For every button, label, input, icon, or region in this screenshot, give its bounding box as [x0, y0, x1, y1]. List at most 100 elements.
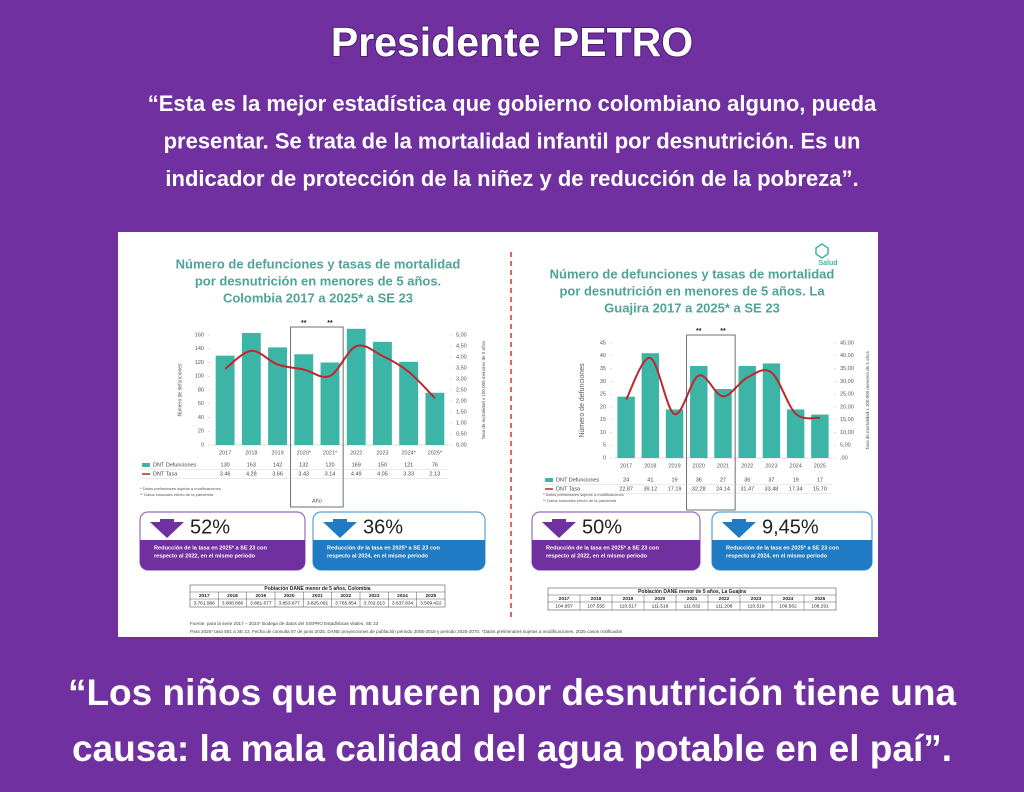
- table-value: 17.19: [668, 486, 682, 492]
- y-axis-label: Número de defunciones: [579, 363, 586, 438]
- table-value: 121: [404, 462, 413, 468]
- y-tick-label: 35: [600, 366, 606, 372]
- logo-text: Salud: [818, 260, 837, 267]
- x-tick-label: 2018: [245, 450, 257, 456]
- population-year: 2021: [312, 593, 323, 599]
- source-note: Para 2025* tasa 501 a SE 23. Fecha de co…: [190, 629, 623, 634]
- footer-quote-line: “Los niños que mueren por desnutrición t…: [68, 672, 957, 713]
- bar: [373, 341, 392, 445]
- annotation: **: [696, 328, 702, 335]
- table-value: 24.14: [716, 486, 730, 492]
- population-title: Población DANE menor de 5 años, Colombia: [264, 586, 370, 592]
- population-value: 3.825.091: [307, 600, 329, 606]
- quote-line: indicador de protección de la niñez y de…: [165, 166, 858, 191]
- population-year: 2021: [687, 596, 698, 602]
- y-tick-label: 15: [600, 417, 606, 423]
- population-value: 3.569.422: [420, 600, 442, 606]
- y-tick-label: 120: [195, 360, 204, 366]
- population-value: 3.637.834: [392, 600, 414, 606]
- chart-title: Número de defunciones y tasas de mortali…: [550, 266, 835, 281]
- population-table: [189, 584, 446, 608]
- chart-title: Colombia 2017 a 2025* a SE 23: [223, 290, 413, 305]
- reduction-text: Reducción de la tasa en 2025* a SE 23 co…: [546, 545, 659, 551]
- population-year: 2017: [559, 596, 570, 602]
- table-value: 24: [623, 477, 629, 483]
- table-value: 3.66: [272, 471, 283, 477]
- x-tick-label: 2022: [350, 450, 362, 456]
- y-tick-label: 80: [198, 387, 204, 393]
- table-value: 19: [793, 477, 799, 483]
- population-value: 3.702.013: [363, 600, 385, 606]
- legend-label: DNT Tasa: [153, 471, 178, 477]
- y2-tick-label: 1,50: [456, 409, 467, 415]
- title: Presidente PETRO: [331, 19, 693, 65]
- table-value: 76: [432, 462, 438, 468]
- x-tick-label: 2020: [693, 463, 705, 469]
- table-value: 120: [325, 462, 334, 468]
- y-tick-label: 60: [198, 401, 204, 407]
- y-tick-label: 30: [600, 379, 606, 385]
- population-value: 111.208: [716, 603, 733, 609]
- table-value: 32.28: [692, 486, 706, 492]
- population-year: 2018: [227, 593, 238, 599]
- x-tick-label: 2019: [271, 450, 283, 456]
- table-value: 33.48: [765, 486, 779, 492]
- population-value: 110.517: [620, 603, 637, 609]
- table-value: 22.87: [619, 486, 633, 492]
- reduction-text: Reducción de la tasa en 2025* a SE 23 co…: [154, 545, 267, 551]
- quote-line: presentar. Se trata de la mortalidad inf…: [164, 128, 861, 153]
- population-value: 110.519: [748, 603, 765, 609]
- y2-tick-label: 4,50: [456, 343, 467, 349]
- y2-tick-label: 20,00: [840, 404, 854, 410]
- table-value: 41: [647, 477, 653, 483]
- rate-line: [224, 344, 436, 399]
- x-tick-label: 2019: [668, 463, 680, 469]
- legend-swatch: [142, 463, 150, 467]
- population-value: 111.832: [684, 603, 701, 609]
- y2-tick-label: 2,50: [456, 387, 467, 393]
- population-title: Población DANE menor de 5 años, La Guaji…: [638, 589, 746, 595]
- highlight-box: [686, 334, 736, 511]
- x-tick-label: 2017: [219, 450, 231, 456]
- y-tick-label: 20: [600, 404, 606, 410]
- table-value: 19: [671, 477, 677, 483]
- y2-tick-label: 35,00: [840, 366, 854, 372]
- down-arrow: [150, 519, 184, 538]
- reduction-text: Reducción de la tasa en 2025* a SE 23 co…: [726, 545, 839, 551]
- y2-tick-label: 0,50: [456, 431, 467, 437]
- note: ** Datos inusuales efecto de la pandemia: [140, 492, 214, 497]
- chart-title: Guajira 2017 a 2025* a SE 23: [604, 300, 780, 315]
- y2-tick-label: 0,00: [456, 442, 467, 448]
- table-value: 3.33: [403, 471, 414, 477]
- table-value: 4.28: [246, 471, 257, 477]
- population-value: 108.291: [811, 603, 829, 609]
- table-value: 4.49: [351, 471, 362, 477]
- population-year: 2022: [340, 593, 351, 599]
- table-value: 3.43: [298, 471, 309, 477]
- x-tick-label: 2023: [376, 450, 388, 456]
- reduction-text: respecto al 2022, en el mismo periodo: [154, 553, 256, 559]
- y2-tick-label: 40,00: [840, 353, 854, 359]
- note: * Datos preliminares sujetos a modificac…: [543, 492, 624, 497]
- population-year: 2018: [591, 596, 602, 602]
- x-tick-label: 2023: [765, 463, 777, 469]
- y-tick-label: 0: [603, 455, 606, 461]
- table-value: 163: [247, 462, 256, 468]
- quote-line: “Esta es la mejor estadística que gobier…: [148, 91, 877, 116]
- table-value: 142: [273, 462, 282, 468]
- y2-axis-label: Tasa de mortalidad x 100.000 menores de …: [865, 350, 870, 450]
- table-value: 3.46: [220, 471, 231, 477]
- bar: [215, 355, 235, 445]
- y-axis-label: Número de defunciones: [177, 363, 183, 417]
- x-tick-label: 2017: [620, 463, 632, 469]
- population-year: 2024: [397, 593, 408, 599]
- down-arrow: [323, 519, 357, 538]
- chart-title: por desnutrición en menores de 5 años.: [195, 273, 441, 288]
- reduction-percent: 50%: [582, 516, 622, 538]
- bar: [786, 409, 805, 458]
- table-value: 2.13: [430, 471, 441, 477]
- population-year: 2019: [623, 596, 634, 602]
- x-tick-label: 2025: [814, 463, 826, 469]
